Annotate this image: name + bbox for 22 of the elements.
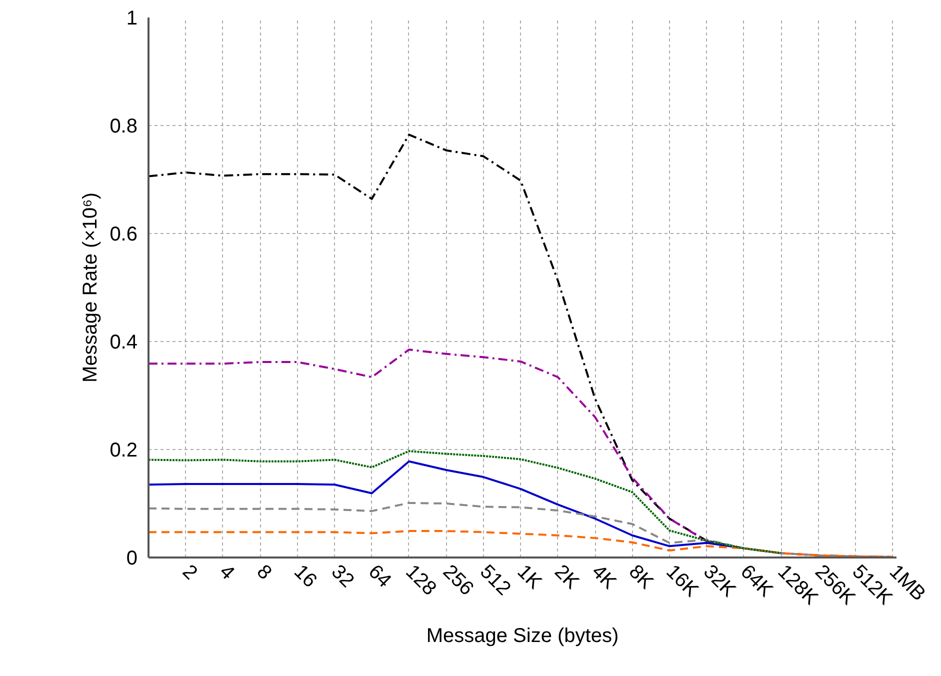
y-axis-title: Message Rate (×10⁶): [80, 192, 102, 382]
y-tick-label: 0.8: [110, 116, 138, 138]
x-tick-label: 256: [438, 560, 478, 600]
x-tick-label: 2K: [550, 560, 584, 594]
x-tick-label: 8: [252, 560, 276, 584]
y-tick-label: 1: [126, 8, 138, 30]
x-tick-label: 128: [401, 560, 440, 600]
x-tick-label: 32: [326, 560, 358, 592]
x-tick-label: 16: [290, 560, 321, 592]
x-tick-label: 64: [364, 560, 396, 592]
y-tick-label: 0.6: [110, 224, 138, 246]
line-series: [148, 530, 894, 558]
y-tick-label: 0.4: [110, 332, 138, 354]
x-tick-label: 2: [178, 560, 202, 584]
x-tick-label: 4K: [587, 560, 621, 594]
x-tick-label: 1K: [512, 560, 546, 594]
x-tick-label: 4: [215, 560, 239, 584]
y-tick-label: 0: [126, 548, 138, 570]
x-tick-label: 8K: [624, 560, 658, 594]
x-tick-label: 512: [476, 560, 515, 600]
y-tick-label: 0.2: [110, 440, 138, 462]
x-axis-title: Message Size (bytes): [426, 625, 619, 648]
